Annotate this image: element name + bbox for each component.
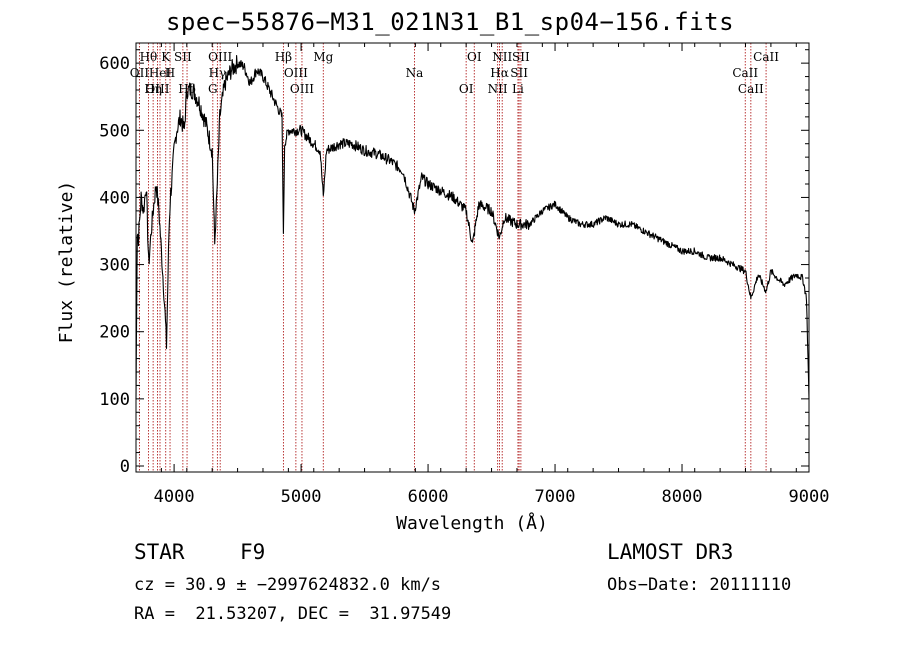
plot-frame bbox=[135, 42, 810, 473]
line-marker-label: Hα bbox=[490, 66, 509, 80]
y-tick-label: 0 bbox=[120, 457, 130, 477]
ra-dec: RA = 21.53207, DEC = 31.97549 bbox=[134, 604, 452, 624]
emission-line-labels: HθOIIOIIIKHeIHηSIIHHδOIIIHγGHβOIIIOIIIMg… bbox=[130, 50, 779, 96]
x-axis-label: Wavelength (Å) bbox=[396, 512, 548, 534]
line-marker-label: OIII bbox=[208, 50, 232, 64]
y-tick-label: 400 bbox=[99, 188, 130, 208]
line-marker-label: OIII bbox=[145, 82, 169, 96]
y-axis-ticks: 0 100 200 300 400 500 600 bbox=[99, 49, 809, 477]
y-tick-label: 100 bbox=[99, 390, 130, 410]
line-marker-label: SII bbox=[510, 66, 528, 80]
x-tick-label: 4000 bbox=[154, 487, 195, 507]
x-tick-label: 9000 bbox=[789, 487, 830, 507]
x-tick-label: 5000 bbox=[281, 487, 322, 507]
y-tick-label: 500 bbox=[99, 121, 130, 141]
line-marker-label: OI bbox=[459, 82, 474, 96]
line-marker-label: HeI bbox=[149, 66, 172, 80]
line-marker-label: Na bbox=[406, 66, 424, 80]
y-tick-label: 600 bbox=[99, 54, 130, 74]
x-axis-ticks: 4000 5000 6000 7000 8000 9000 bbox=[135, 43, 830, 507]
line-marker-label: G bbox=[208, 82, 218, 96]
line-marker-label: CaII bbox=[732, 66, 758, 80]
line-marker-label: NII bbox=[492, 50, 512, 64]
line-marker-label: H bbox=[165, 66, 175, 80]
y-tick-label: 200 bbox=[99, 323, 130, 343]
line-marker-label: OII bbox=[130, 66, 150, 80]
line-marker-label: Hη bbox=[144, 82, 162, 96]
line-marker-label: SII bbox=[512, 50, 530, 64]
emission-line-markers bbox=[138, 43, 767, 472]
spectrum-line bbox=[135, 54, 810, 400]
line-marker-label: Hθ bbox=[140, 50, 158, 64]
line-marker-label: K bbox=[161, 50, 171, 64]
obs-date: Obs−Date: 20111110 bbox=[607, 575, 792, 595]
x-tick-label: 8000 bbox=[662, 487, 703, 507]
x-tick-label: 6000 bbox=[408, 487, 449, 507]
chart-title: spec−55876−M31_021N31_B1_sp04−156.fits bbox=[165, 8, 735, 36]
line-marker-label: SII bbox=[174, 50, 192, 64]
line-marker-label: Mg bbox=[313, 50, 333, 64]
line-marker-label: Hγ bbox=[209, 66, 227, 80]
line-marker-label: OI bbox=[467, 50, 482, 64]
line-marker-label: CaII bbox=[753, 50, 779, 64]
survey-label: LAMOST DR3 bbox=[607, 540, 734, 564]
line-marker-label: OIII bbox=[290, 82, 314, 96]
object-class: STAR bbox=[134, 540, 185, 564]
x-tick-label: 7000 bbox=[535, 487, 576, 507]
line-marker-label: CaII bbox=[738, 82, 764, 96]
line-marker-label: NII bbox=[488, 82, 508, 96]
line-marker-label: OIII bbox=[284, 66, 308, 80]
line-marker-label: Li bbox=[512, 82, 524, 96]
y-tick-label: 300 bbox=[99, 256, 130, 276]
object-subclass: F9 bbox=[240, 540, 266, 564]
redshift-text: cz = 30.9 ± −2997624832.0 km/s bbox=[134, 575, 442, 595]
y-axis-label: Flux (relative) bbox=[56, 181, 77, 344]
line-marker-label: Hβ bbox=[275, 50, 292, 64]
